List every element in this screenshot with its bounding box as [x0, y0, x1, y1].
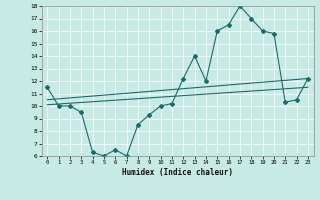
X-axis label: Humidex (Indice chaleur): Humidex (Indice chaleur) — [122, 168, 233, 177]
